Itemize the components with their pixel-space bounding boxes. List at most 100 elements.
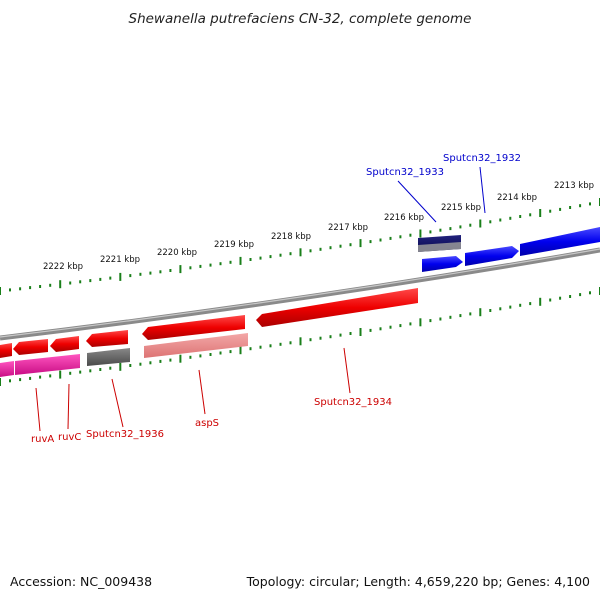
ruler-lower-tick bbox=[199, 354, 202, 358]
ruler-lower-tick bbox=[179, 354, 182, 363]
ruler-upper-tick bbox=[79, 280, 82, 284]
gene-ruva-arrow[interactable] bbox=[0, 343, 12, 358]
ruler-upper-tick bbox=[399, 235, 402, 239]
ruler-upper-tick bbox=[389, 236, 392, 240]
ruler-upper-tick bbox=[9, 288, 11, 292]
gene-asps-light[interactable] bbox=[144, 333, 248, 358]
ruler-upper-tick bbox=[429, 230, 432, 234]
ruler-upper-tick bbox=[169, 269, 172, 272]
gene-ruvc-arrow-2[interactable] bbox=[50, 336, 79, 352]
ruler-lower-tick bbox=[419, 318, 422, 327]
gene-asps-arrow[interactable] bbox=[142, 315, 245, 340]
ruler-upper-tick bbox=[569, 206, 572, 209]
ruler-lower-tick bbox=[209, 353, 212, 356]
ruler-labels: 2222 kbp 2221 kbp 2220 kbp 2219 kbp 2218… bbox=[43, 181, 594, 272]
accession-text: Accession: NC_009438 bbox=[10, 574, 153, 589]
ruler-lower-tick bbox=[119, 362, 122, 371]
ruler-lower-tick bbox=[559, 296, 562, 300]
gene-sputcn32-1932-arrow-3[interactable] bbox=[520, 227, 600, 256]
label-asps: aspS bbox=[195, 418, 219, 429]
ruler-lower-tick bbox=[139, 362, 142, 366]
ruler-lower-tick bbox=[289, 341, 292, 345]
ruler-lower-tick bbox=[569, 295, 572, 298]
ruler-lower-tick bbox=[539, 297, 542, 306]
ruler-lower-tick bbox=[219, 351, 222, 355]
ruler-upper-tick bbox=[39, 285, 42, 288]
ruler-lower-tick bbox=[519, 303, 522, 307]
ruler-lower-tick bbox=[0, 378, 1, 386]
ruler-upper-tick bbox=[69, 281, 72, 285]
ruler-upper-tick bbox=[309, 249, 312, 253]
ruler-lower-tick bbox=[49, 374, 52, 378]
ruler-lower-tick bbox=[149, 361, 152, 365]
ruler-lower-tick bbox=[109, 366, 112, 370]
label-sputcn32-1932: Sputcn32_1932 bbox=[443, 153, 521, 164]
ruler-lower-tick bbox=[549, 298, 552, 302]
ruler-upper-tick bbox=[359, 239, 362, 248]
ruler-upper-tick bbox=[269, 255, 272, 259]
label-sputcn32-1934: Sputcn32_1934 bbox=[314, 397, 392, 408]
ruler-upper-tick bbox=[529, 213, 532, 217]
ruler-lower bbox=[0, 287, 600, 386]
ruler-upper-tick bbox=[179, 265, 182, 274]
reverse-gene-labels: ruvA ruvC Sputcn32_1936 aspS Sputcn32_19… bbox=[31, 347, 392, 445]
label-sputcn32-1936: Sputcn32_1936 bbox=[86, 429, 164, 440]
ruler-lower-tick bbox=[159, 359, 162, 363]
ruler-lower-tick bbox=[529, 302, 532, 306]
gene-sputcn32-1934-arrow[interactable] bbox=[256, 288, 418, 327]
ruler-label-2219: 2219 kbp bbox=[214, 240, 254, 250]
ruler-upper-tick bbox=[239, 256, 242, 265]
ruler-lower-tick bbox=[509, 305, 512, 309]
ruler-upper-tick bbox=[119, 272, 122, 281]
ruler-upper-tick bbox=[339, 244, 342, 248]
gene-ruva-magenta[interactable] bbox=[0, 361, 14, 377]
ruler-upper-tick bbox=[499, 218, 502, 222]
gene-sputcn32-1936-grey[interactable] bbox=[87, 348, 130, 366]
ruler-label-2213: 2213 kbp bbox=[554, 181, 594, 191]
ruler-lower-tick bbox=[29, 376, 32, 380]
ruler-lower-tick bbox=[259, 345, 262, 349]
ruler-label-2218: 2218 kbp bbox=[271, 232, 311, 242]
gene-ruvc-magenta[interactable] bbox=[15, 354, 80, 375]
ruler-upper-tick bbox=[409, 233, 412, 237]
ruler-lower-tick bbox=[439, 317, 442, 321]
ruler-upper-tick bbox=[0, 287, 1, 295]
gene-ruvc-arrow[interactable] bbox=[13, 339, 48, 355]
ruler-upper-tick bbox=[149, 271, 152, 275]
ruler-lower-tick bbox=[89, 369, 92, 373]
ruler-upper-tick bbox=[89, 279, 92, 283]
ruler-upper-tick bbox=[29, 286, 32, 290]
ruler-upper-tick bbox=[489, 220, 492, 224]
ruler-label-2221: 2221 kbp bbox=[100, 255, 140, 265]
ruler-upper-tick bbox=[59, 280, 62, 289]
ruler-upper-tick bbox=[249, 258, 252, 261]
ruler-upper-tick bbox=[159, 270, 162, 274]
ruler-lower-tick bbox=[279, 342, 282, 346]
ruler-upper-tick bbox=[99, 277, 102, 281]
ruler-lower-tick bbox=[129, 364, 132, 367]
ruler-lower-tick bbox=[299, 337, 302, 346]
ruler-upper-tick bbox=[259, 256, 262, 260]
ruler-lower-tick bbox=[169, 358, 172, 362]
ruler-upper-tick bbox=[289, 252, 292, 256]
gene-sputcn32-1933-shadow bbox=[418, 242, 461, 252]
ruler-lower-tick bbox=[249, 347, 252, 351]
gene-sputcn32-1932-arrow-1[interactable] bbox=[422, 256, 463, 272]
ruler-upper-tick bbox=[19, 287, 22, 291]
ruler-lower-tick bbox=[99, 368, 102, 371]
ruler-lower-tick bbox=[399, 324, 402, 328]
ruler-upper-tick bbox=[349, 243, 352, 247]
ruler-lower-tick bbox=[429, 319, 432, 323]
ruler-lower-tick bbox=[449, 315, 452, 319]
gene-sputcn32-1932-arrow-2[interactable] bbox=[465, 246, 519, 266]
ruler-lower-tick bbox=[39, 375, 42, 379]
ruler-lower-tick bbox=[69, 371, 72, 375]
ruler-upper-tick bbox=[419, 229, 422, 238]
ruler-lower-tick bbox=[379, 327, 382, 331]
ruler-upper-tick bbox=[559, 207, 562, 211]
ruler-upper-tick bbox=[299, 248, 302, 257]
gene-sputcn32-1936-arrow[interactable] bbox=[86, 330, 128, 347]
ruler-upper-tick bbox=[139, 272, 142, 276]
ruler-upper-tick bbox=[329, 246, 332, 250]
